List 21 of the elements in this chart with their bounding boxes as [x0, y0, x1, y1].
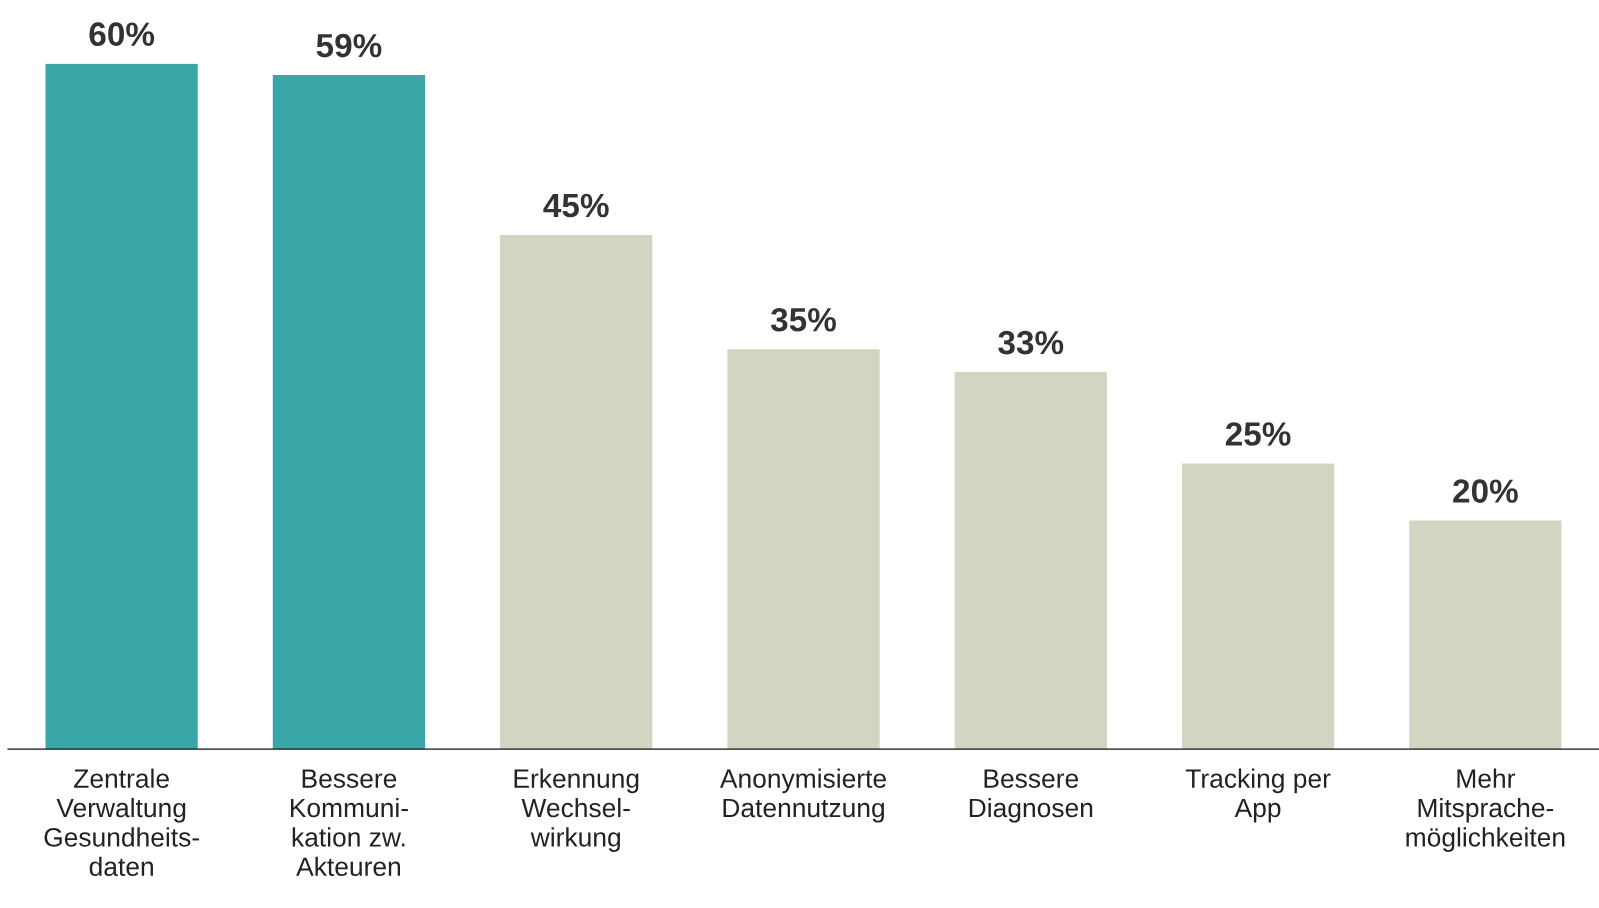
x-tick-label: Bessere Kommuni- kation zw. Akteuren: [290, 769, 408, 877]
bar: [727, 349, 880, 750]
x-tick-label: Anonymisierte Datennutzung: [719, 768, 886, 823]
data-label: 60%: [89, 22, 155, 46]
x-tick-label: Mehr Mitsprache- möglichkeiten: [1406, 768, 1565, 852]
bar: [1409, 520, 1562, 750]
x-tick-label: Tracking per App: [1185, 768, 1331, 823]
bar: [500, 235, 653, 750]
x-tick-label: Zentrale Verwaltung Gesundheits- daten: [44, 768, 199, 877]
bar: [45, 63, 198, 750]
bar: [1181, 463, 1335, 750]
data-label: 59%: [316, 33, 382, 58]
x-tick-label: Erkennung Wechsel- wirkung: [514, 768, 639, 852]
x-tick-label: Bessere Diagnosen: [969, 769, 1093, 823]
data-label: 35%: [770, 307, 836, 332]
data-label: 45%: [543, 193, 609, 218]
data-label: 20%: [1453, 479, 1518, 503]
bar: [954, 372, 1107, 750]
data-label: 25%: [1225, 422, 1291, 446]
bar: [272, 75, 426, 750]
data-label: 33%: [998, 330, 1064, 355]
